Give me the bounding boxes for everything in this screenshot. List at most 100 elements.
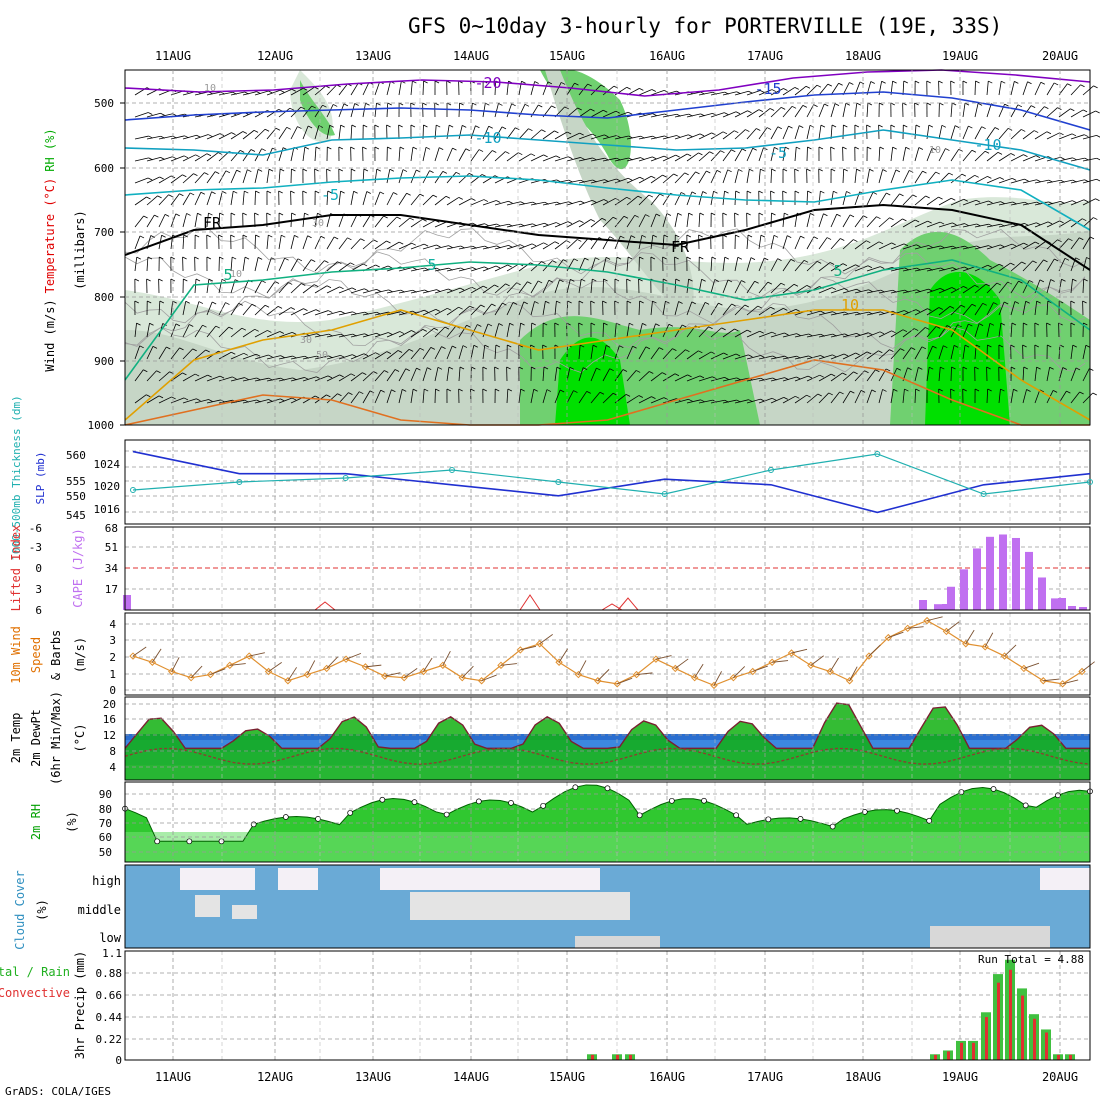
wind-barb xyxy=(1010,280,1019,294)
rh-point xyxy=(1054,792,1061,799)
wind-barb-flag xyxy=(793,283,799,287)
wind-barb-flag xyxy=(902,329,908,333)
wind-barb xyxy=(350,353,365,360)
wind-barb-flag xyxy=(939,221,945,225)
wind-barb xyxy=(206,152,219,162)
wind-barb-flag xyxy=(782,168,788,172)
wind-barb xyxy=(854,265,869,272)
wind-barb-flag xyxy=(222,191,227,194)
wind-barb-flag xyxy=(777,126,782,130)
axis-label-part: Wind (m/s) xyxy=(43,299,57,371)
cape-bar xyxy=(973,548,981,610)
wind-barb xyxy=(950,103,953,118)
wind-barb xyxy=(974,150,986,162)
wind-barb xyxy=(926,346,933,360)
wind-barb xyxy=(770,332,785,338)
precip-tick: 0 xyxy=(115,1054,122,1067)
wind-barb-flag xyxy=(746,212,751,216)
date-label: 20AUG xyxy=(1042,49,1078,63)
wind-barb xyxy=(542,155,557,162)
wind-barb-flag xyxy=(787,235,792,239)
wind-barb-flag xyxy=(914,102,919,106)
wind-barb-flag xyxy=(314,168,319,172)
wind-barb xyxy=(698,376,713,382)
wind-barb xyxy=(134,196,147,206)
wind-barb xyxy=(518,389,522,404)
wind-barb xyxy=(1046,220,1060,228)
wind-barb xyxy=(662,348,673,360)
wind-barb-flag xyxy=(758,190,763,194)
wind-barb-flag xyxy=(255,190,260,194)
wind-barb xyxy=(998,153,1012,162)
wind-barb xyxy=(914,245,929,250)
wind-barb xyxy=(398,389,403,404)
wind-barb-flag xyxy=(1021,129,1026,132)
wind-speed-point xyxy=(826,667,834,676)
wind-barb-flag xyxy=(805,85,811,89)
wind-speed-point xyxy=(1000,652,1009,660)
wind-barb-flag xyxy=(688,134,693,138)
wind-barb-flag xyxy=(412,146,418,150)
wind-barb xyxy=(482,150,493,162)
cloud-middle-gap xyxy=(232,905,257,919)
wind-barb xyxy=(518,223,533,228)
wind-barb-flag xyxy=(559,279,564,283)
wind-barb-flag xyxy=(1000,244,1005,248)
wind-barb-flag xyxy=(796,146,801,150)
wind-barb-flag xyxy=(1040,81,1046,85)
thickness-point xyxy=(980,491,987,497)
wind-barb-flag xyxy=(698,152,703,156)
pressure-level-label: 1000 xyxy=(88,419,115,432)
wind-barb xyxy=(818,354,833,360)
cloud-high-gap xyxy=(180,868,255,890)
wind-barb xyxy=(686,191,693,206)
wind-barb-flag xyxy=(1072,344,1077,348)
wind-barb-flag xyxy=(1092,392,1097,396)
wind-barb-flag xyxy=(724,112,729,115)
wind-barb-flag xyxy=(878,124,883,128)
wind-barb-flag xyxy=(784,212,789,216)
wind-barb-flag xyxy=(748,90,753,94)
wind-barb xyxy=(134,215,144,228)
cloud-middle-gap xyxy=(195,895,220,917)
wind-barb xyxy=(158,156,173,162)
wind-barb xyxy=(578,345,581,360)
wind-barb xyxy=(266,306,279,316)
wind-barb-flag xyxy=(813,104,818,107)
wind-barb xyxy=(806,84,818,96)
wind-barb-flag xyxy=(926,102,932,106)
wind-speed-point xyxy=(187,673,195,682)
wind-barb-flag xyxy=(386,124,391,128)
wind-barb-flag xyxy=(134,278,140,282)
wind-barb xyxy=(170,193,180,206)
wind-barb-flag xyxy=(609,368,614,372)
wind-barb-flag xyxy=(1089,236,1095,240)
wind-barb xyxy=(302,105,313,118)
wind-barb xyxy=(602,216,614,228)
wind-barb-flag xyxy=(659,347,664,351)
wind-barb-flag xyxy=(747,110,752,114)
wind-tick: 4 xyxy=(109,618,116,631)
wind-barb xyxy=(494,283,506,294)
wind-barb-flag xyxy=(833,190,838,194)
rh-point xyxy=(926,817,933,824)
wind-barb-flag xyxy=(772,397,777,401)
wind-barb xyxy=(842,390,851,404)
wind-barb xyxy=(674,153,688,162)
wind-barb-flag xyxy=(338,168,343,172)
wind-barb-flag xyxy=(915,124,921,128)
wind-barb-flag xyxy=(244,256,250,260)
date-label: 15AUG xyxy=(549,49,585,63)
wind-barb xyxy=(830,103,836,118)
wind-barb-flag xyxy=(254,212,259,216)
wind-barb-flag xyxy=(791,105,797,109)
wind-barb-flag xyxy=(530,344,535,348)
wind-barb-flag xyxy=(758,212,764,216)
wind-barb-flag xyxy=(459,287,465,291)
wind-barb-flag xyxy=(914,80,920,84)
wind-barb xyxy=(890,329,904,338)
date-label: 11AUG xyxy=(155,49,191,63)
wind-barb-flag xyxy=(543,366,549,370)
wind-barb xyxy=(674,398,689,404)
wind-barb xyxy=(446,147,453,162)
